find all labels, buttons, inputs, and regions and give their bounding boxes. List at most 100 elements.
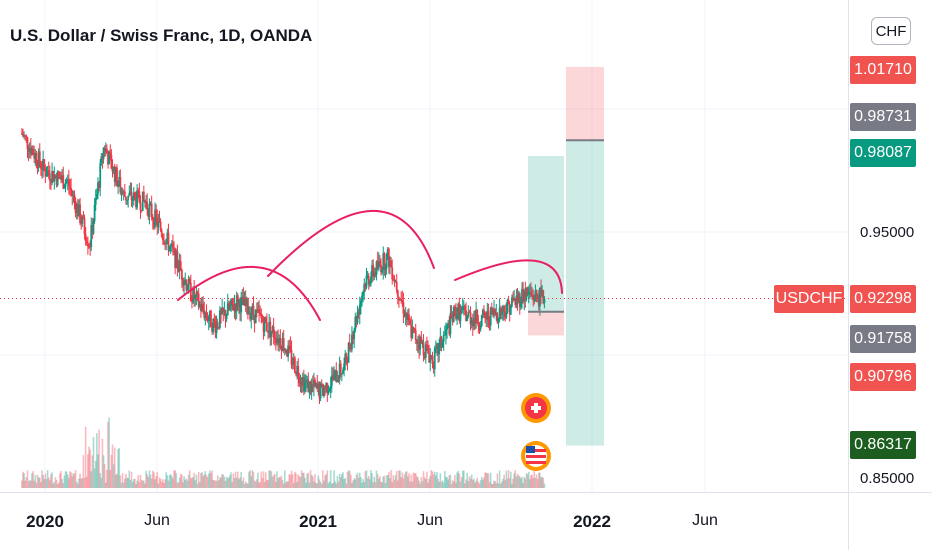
volume-bar	[314, 474, 316, 488]
candle-body	[177, 267, 180, 272]
candle-body	[20, 133, 23, 135]
candle-body	[205, 312, 208, 317]
candle-body	[348, 342, 351, 348]
candle-body	[138, 191, 141, 203]
candle-body	[242, 296, 245, 306]
position-tools[interactable]	[528, 66, 604, 446]
event-markers[interactable]	[521, 393, 551, 471]
volume-bar	[515, 476, 518, 488]
volume-bar	[137, 475, 140, 488]
candle-body	[455, 307, 457, 319]
volume-bar	[173, 470, 175, 488]
candle-body	[340, 373, 343, 375]
volume-bar	[332, 482, 334, 488]
volume-bar	[366, 478, 369, 488]
candle-body	[107, 153, 109, 165]
pattern-arc	[267, 209, 435, 277]
candle-body	[80, 222, 83, 224]
volume-bar	[258, 482, 260, 488]
candle-body	[53, 174, 56, 182]
candle-body	[123, 191, 126, 197]
candle-body	[437, 343, 439, 355]
candle-body	[117, 183, 119, 186]
volume-bar	[35, 482, 38, 488]
candle-body	[364, 283, 367, 288]
candle-body	[269, 322, 272, 337]
volume-bar	[490, 483, 493, 488]
volume-bar	[404, 471, 407, 488]
candle-body	[137, 190, 140, 192]
volume-bar	[70, 472, 72, 488]
candle-body	[245, 298, 248, 306]
candle-body	[92, 221, 95, 234]
candle-body	[426, 344, 428, 347]
candle-body	[52, 171, 55, 182]
candle-body	[142, 191, 145, 201]
pattern-arcs[interactable]	[177, 209, 563, 321]
candle-body	[73, 194, 76, 201]
volume-bar	[527, 471, 530, 488]
volume-bar	[375, 470, 378, 488]
volume-bar	[357, 477, 360, 488]
candle-body	[418, 343, 420, 350]
candle-body	[487, 310, 490, 321]
volume-bar	[148, 470, 151, 488]
volume-bar	[28, 480, 31, 488]
candle-body	[141, 191, 144, 211]
candle-body	[219, 310, 221, 328]
volume-bar	[316, 483, 319, 488]
volume-bar	[421, 481, 424, 488]
volume-bar	[305, 482, 307, 488]
volume-bar	[460, 476, 463, 488]
candle-body	[413, 328, 416, 331]
volume-bar	[262, 471, 265, 488]
volume-bar	[51, 472, 53, 488]
volume-bar	[477, 481, 480, 488]
candle-body	[448, 322, 451, 335]
volume-bar	[224, 480, 227, 488]
volume-bar	[214, 480, 217, 488]
volume-bar	[34, 474, 37, 488]
volume-bar	[454, 474, 456, 488]
candle-body	[282, 338, 285, 351]
volume-bar	[279, 477, 282, 488]
candle-body	[42, 159, 45, 171]
volume-bar	[151, 470, 154, 488]
volume-bar	[90, 471, 93, 488]
volume-bar	[501, 481, 503, 488]
volume-bar	[233, 477, 236, 488]
currency-button[interactable]: CHF	[871, 17, 911, 45]
volume-bar	[88, 446, 90, 488]
volume-bar	[308, 482, 311, 488]
volume-bar	[121, 473, 124, 488]
volume-bar	[249, 470, 251, 488]
volume-bar	[437, 478, 439, 488]
candle-body	[214, 323, 217, 334]
candle-body	[398, 297, 400, 301]
candle-body	[511, 297, 513, 307]
price-axis-divider	[848, 0, 849, 550]
candle-body	[329, 385, 332, 389]
volume-bar	[185, 478, 188, 488]
candle-body	[324, 388, 326, 390]
volume-bar	[342, 472, 344, 488]
candle-body	[264, 317, 267, 323]
candle-body	[252, 305, 255, 315]
candle-body	[292, 357, 295, 365]
volume-bar	[373, 476, 376, 488]
volume-bar	[187, 474, 190, 488]
candle-body	[98, 182, 100, 188]
candle-body	[274, 339, 277, 343]
candle-body	[61, 175, 64, 180]
candle-body	[41, 168, 43, 171]
candle-body	[154, 209, 156, 228]
volume-bar	[346, 471, 349, 488]
candle-body	[84, 234, 87, 242]
candle-body	[530, 291, 532, 295]
candle-body	[243, 297, 246, 306]
time-label: Jun	[692, 512, 718, 529]
volume-bar	[175, 472, 178, 488]
candle-body	[126, 199, 128, 201]
